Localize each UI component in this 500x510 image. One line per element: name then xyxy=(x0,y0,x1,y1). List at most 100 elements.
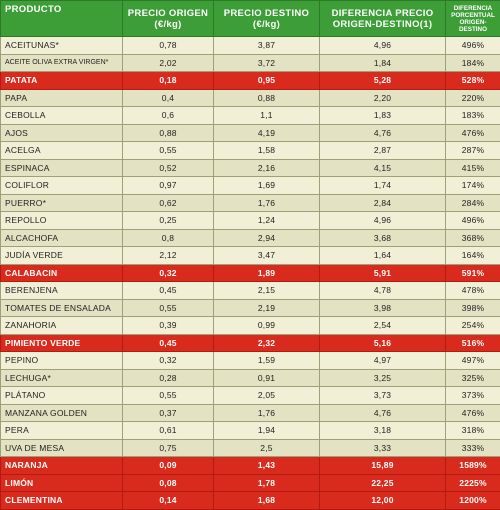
cell-precio-destino: 1,94 xyxy=(214,422,320,440)
cell-producto: JUDÍA VERDE xyxy=(1,247,123,265)
cell-precio-destino: 0,99 xyxy=(214,317,320,335)
cell-diferencia: 4,76 xyxy=(320,404,446,422)
cell-precio-destino: 1,76 xyxy=(214,404,320,422)
cell-producto: ESPINACA xyxy=(1,159,123,177)
cell-producto: AJOS xyxy=(1,124,123,142)
cell-porcentual: 174% xyxy=(446,177,500,195)
cell-producto: PEPINO xyxy=(1,352,123,370)
cell-porcentual: 496% xyxy=(446,37,500,55)
cell-precio-destino: 0,88 xyxy=(214,89,320,107)
cell-precio-destino: 1,89 xyxy=(214,264,320,282)
cell-precio-origen: 0,4 xyxy=(123,89,214,107)
cell-producto: PIMIENTO VERDE xyxy=(1,334,123,352)
cell-diferencia: 4,76 xyxy=(320,124,446,142)
cell-diferencia: 3,73 xyxy=(320,387,446,405)
cell-precio-origen: 0,6 xyxy=(123,107,214,125)
cell-porcentual: 528% xyxy=(446,72,500,90)
cell-precio-origen: 0,61 xyxy=(123,422,214,440)
cell-porcentual: 591% xyxy=(446,264,500,282)
cell-porcentual: 184% xyxy=(446,54,500,72)
cell-precio-origen: 0,8 xyxy=(123,229,214,247)
cell-diferencia: 3,68 xyxy=(320,229,446,247)
cell-precio-destino: 2,19 xyxy=(214,299,320,317)
cell-porcentual: 318% xyxy=(446,422,500,440)
cell-porcentual: 496% xyxy=(446,212,500,230)
cell-precio-origen: 0,08 xyxy=(123,474,214,492)
cell-diferencia: 2,87 xyxy=(320,142,446,160)
cell-precio-destino: 2,16 xyxy=(214,159,320,177)
cell-producto: BERENJENA xyxy=(1,282,123,300)
cell-precio-destino: 1,58 xyxy=(214,142,320,160)
cell-precio-origen: 0,39 xyxy=(123,317,214,335)
cell-precio-destino: 2,15 xyxy=(214,282,320,300)
cell-porcentual: 476% xyxy=(446,404,500,422)
cell-producto: CALABACIN xyxy=(1,264,123,282)
cell-diferencia: 4,15 xyxy=(320,159,446,177)
cell-porcentual: 254% xyxy=(446,317,500,335)
cell-precio-destino: 1,1 xyxy=(214,107,320,125)
cell-diferencia: 3,18 xyxy=(320,422,446,440)
cell-diferencia: 2,54 xyxy=(320,317,446,335)
cell-precio-origen: 0,52 xyxy=(123,159,214,177)
cell-precio-origen: 0,37 xyxy=(123,404,214,422)
cell-producto: CLEMENTINA xyxy=(1,492,123,510)
cell-porcentual: 183% xyxy=(446,107,500,125)
cell-porcentual: 516% xyxy=(446,334,500,352)
cell-porcentual: 1589% xyxy=(446,457,500,475)
cell-precio-destino: 2,05 xyxy=(214,387,320,405)
cell-precio-destino: 1,76 xyxy=(214,194,320,212)
cell-diferencia: 5,28 xyxy=(320,72,446,90)
cell-precio-destino: 2,5 xyxy=(214,439,320,457)
cell-porcentual: 373% xyxy=(446,387,500,405)
cell-precio-origen: 0,18 xyxy=(123,72,214,90)
cell-porcentual: 476% xyxy=(446,124,500,142)
cell-porcentual: 287% xyxy=(446,142,500,160)
header-diferencia-porcentual: DIFERENCIA PORCENTUAL ORIGEN-DESTINO xyxy=(446,1,500,37)
cell-diferencia: 4,78 xyxy=(320,282,446,300)
cell-precio-origen: 0,55 xyxy=(123,299,214,317)
cell-porcentual: 164% xyxy=(446,247,500,265)
cell-producto: LECHUGA* xyxy=(1,369,123,387)
cell-producto: PAPA xyxy=(1,89,123,107)
cell-precio-destino: 2,94 xyxy=(214,229,320,247)
cell-porcentual: 2225% xyxy=(446,474,500,492)
cell-precio-origen: 0,97 xyxy=(123,177,214,195)
cell-precio-origen: 0,78 xyxy=(123,37,214,55)
cell-precio-destino: 1,43 xyxy=(214,457,320,475)
cell-precio-destino: 1,24 xyxy=(214,212,320,230)
cell-producto: COLIFLOR xyxy=(1,177,123,195)
header-precio-destino: PRECIO DESTINO (€/kg) xyxy=(214,1,320,37)
cell-precio-destino: 1,78 xyxy=(214,474,320,492)
cell-precio-origen: 0,28 xyxy=(123,369,214,387)
cell-porcentual: 220% xyxy=(446,89,500,107)
cell-porcentual: 325% xyxy=(446,369,500,387)
cell-producto: LIMÓN xyxy=(1,474,123,492)
cell-precio-destino: 0,91 xyxy=(214,369,320,387)
cell-precio-destino: 4,19 xyxy=(214,124,320,142)
cell-precio-origen: 0,09 xyxy=(123,457,214,475)
cell-diferencia: 4,96 xyxy=(320,37,446,55)
cell-precio-origen: 0,32 xyxy=(123,264,214,282)
cell-precio-origen: 0,25 xyxy=(123,212,214,230)
cell-producto: ALCACHOFA xyxy=(1,229,123,247)
